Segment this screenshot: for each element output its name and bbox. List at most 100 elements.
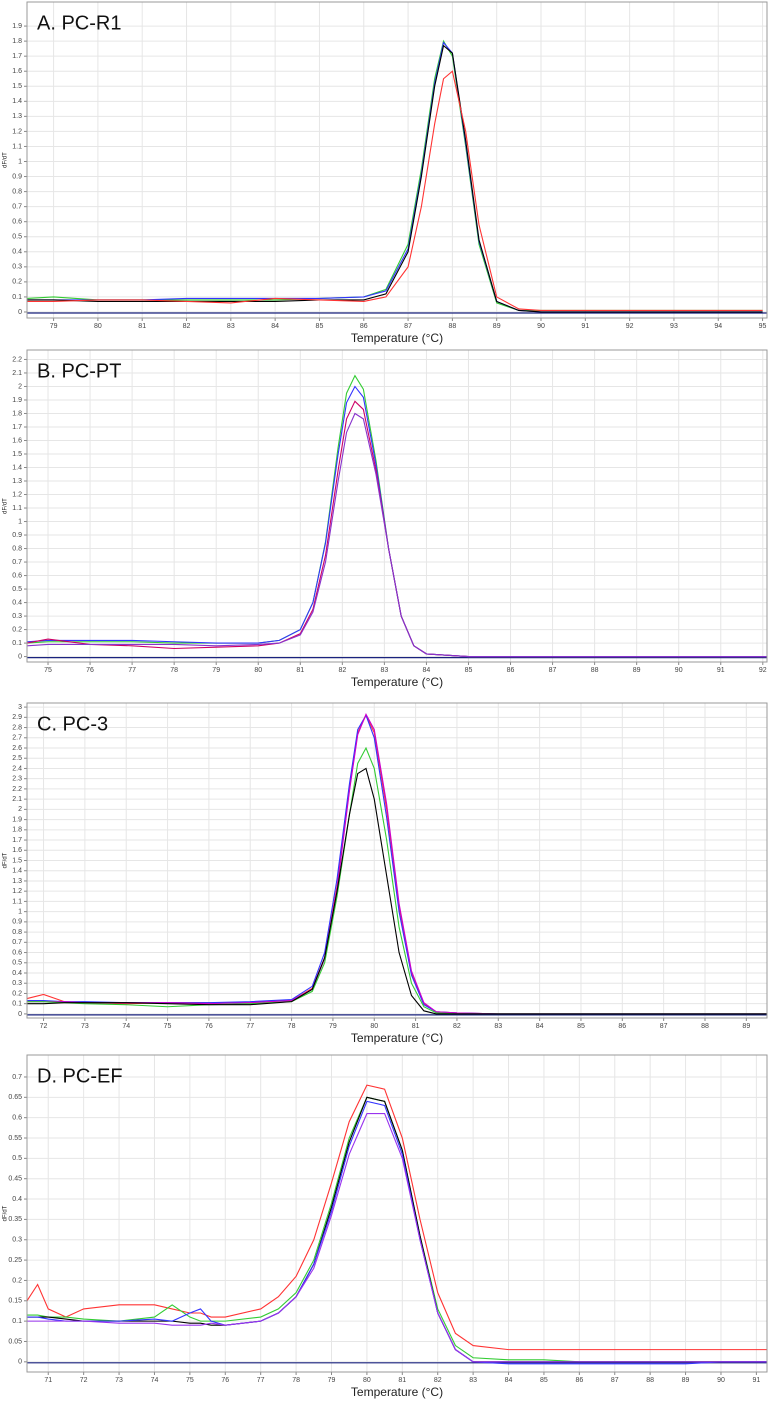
- x-tick-label: 89: [493, 323, 501, 330]
- x-tick-label: 78: [292, 1377, 300, 1384]
- x-tick-label: 91: [581, 323, 589, 330]
- y-tick-label: 0.5: [12, 586, 22, 593]
- y-tick-label: 0.7: [12, 1074, 22, 1081]
- y-tick-label: 0.4: [12, 599, 22, 606]
- y-tick-label: 1.8: [12, 410, 22, 417]
- x-tick-label: 89: [633, 667, 641, 674]
- melt-curve: [26, 1084, 767, 1351]
- plot-border: [26, 1, 768, 319]
- panel: 0 0.1 0.2 0.3 0.4 0.5 0.6 0.7 0.8 0.9 1 1.1 1.2 1.3 1.…: [3, 1, 768, 345]
- y-tick-label: 1.2: [12, 491, 22, 498]
- y-tick-label: 0.4: [12, 249, 22, 256]
- melt-curve: [27, 1096, 767, 1363]
- y-tick-label: 0.8: [12, 545, 22, 552]
- y-tick-label: 1.4: [12, 464, 22, 471]
- y-axis-label: dF/dT: [3, 1205, 9, 1221]
- y-tick-label: 0.4: [12, 970, 22, 977]
- y-tick-label: 2.3: [12, 776, 22, 783]
- x-tick-label: 86: [360, 323, 368, 330]
- x-tick-label: 92: [626, 323, 634, 330]
- y-tick-label: 0: [18, 309, 22, 316]
- y-tick-label: 1.4: [12, 98, 22, 105]
- x-tick-label: 91: [752, 1377, 760, 1384]
- x-tick-label: 84: [423, 667, 431, 674]
- x-tick-label: 85: [540, 1377, 548, 1384]
- x-tick-label: 90: [537, 323, 545, 330]
- plot-border: [26, 1054, 768, 1373]
- x-tick-label: 91: [717, 667, 725, 674]
- y-tick-label: 0.65: [8, 1094, 22, 1101]
- x-tick-label: 93: [670, 323, 678, 330]
- x-tick-label: 72: [80, 1377, 88, 1384]
- y-tick-label: 1.7: [12, 837, 22, 844]
- x-tick-label: 86: [507, 667, 515, 674]
- x-tick-label: 76: [221, 1377, 229, 1384]
- panel-title: C. PC-3: [37, 713, 108, 735]
- x-tick-label: 80: [94, 323, 102, 330]
- x-tick-label: 84: [271, 323, 279, 330]
- x-tick-label: 81: [412, 1023, 420, 1030]
- y-tick-label: 1.9: [12, 397, 22, 404]
- x-tick-label: 89: [742, 1023, 750, 1030]
- x-axis-label: Temperature (°C): [351, 1385, 443, 1399]
- x-tick-label: 85: [316, 323, 324, 330]
- x-axis-label: Temperature (°C): [351, 331, 443, 345]
- y-tick-label: 0.1: [12, 294, 22, 301]
- y-tick-label: 0.55: [8, 1135, 22, 1142]
- x-tick-label: 94: [714, 323, 722, 330]
- x-tick-label: 71: [44, 1377, 52, 1384]
- x-tick-label: 75: [44, 667, 52, 674]
- y-axis-label: dF/dT: [3, 852, 9, 868]
- y-tick-label: 0.3: [12, 613, 22, 620]
- y-tick-label: 2.2: [12, 786, 22, 793]
- y-tick-label: 1.3: [12, 478, 22, 485]
- y-tick-label: 0.35: [8, 1216, 22, 1223]
- x-tick-label: 79: [329, 1023, 337, 1030]
- x-axis-label: Temperature (°C): [351, 1031, 443, 1045]
- y-tick-label: 2.6: [12, 745, 22, 752]
- y-tick-label: 0.2: [12, 279, 22, 286]
- x-tick-label: 87: [611, 1377, 619, 1384]
- y-tick-label: 0.2: [12, 626, 22, 633]
- plot-frame: [26, 349, 768, 663]
- x-tick-label: 77: [257, 1377, 265, 1384]
- y-tick-label: 0.1: [12, 640, 22, 647]
- x-tick-label: 81: [296, 667, 304, 674]
- y-tick-label: 0.9: [12, 173, 22, 180]
- y-tick-label: 0.9: [12, 532, 22, 539]
- y-axis-label: dF/dT: [3, 152, 9, 168]
- y-tick-label: 1: [18, 908, 22, 915]
- y-tick-label: 1.6: [12, 847, 22, 854]
- x-tick-label: 92: [759, 667, 767, 674]
- y-tick-label: 0.3: [12, 980, 22, 987]
- panel-title: D. PC-EF: [37, 1065, 123, 1087]
- x-tick-label: 75: [164, 1023, 172, 1030]
- y-tick-label: 1.1: [12, 898, 22, 905]
- y-tick-label: 0.2: [12, 990, 22, 997]
- x-tick-label: 84: [536, 1023, 544, 1030]
- y-tick-label: 0.3: [12, 264, 22, 271]
- plot-border: [26, 702, 768, 1019]
- y-tick-label: 1.6: [12, 437, 22, 444]
- x-tick-label: 76: [205, 1023, 213, 1030]
- x-tick-label: 76: [86, 667, 94, 674]
- x-tick-label: 87: [404, 323, 412, 330]
- x-tick-label: 75: [186, 1377, 194, 1384]
- x-tick-label: 82: [453, 1023, 461, 1030]
- melt-curve: [27, 1100, 767, 1365]
- y-tick-label: 0.6: [12, 572, 22, 579]
- y-tick-label: 2.1: [12, 370, 22, 377]
- x-tick-label: 90: [675, 667, 683, 674]
- x-tick-label: 81: [138, 323, 146, 330]
- y-tick-label: 1.5: [12, 857, 22, 864]
- x-tick-label: 77: [128, 667, 136, 674]
- y-tick-label: 2: [18, 806, 22, 813]
- y-tick-label: 1.6: [12, 68, 22, 75]
- y-tick-label: 1: [18, 158, 22, 165]
- x-tick-label: 86: [575, 1377, 583, 1384]
- y-tick-label: 1.1: [12, 505, 22, 512]
- y-tick-label: 0.4: [12, 1196, 22, 1203]
- x-tick-label: 79: [212, 667, 220, 674]
- x-tick-label: 87: [660, 1023, 668, 1030]
